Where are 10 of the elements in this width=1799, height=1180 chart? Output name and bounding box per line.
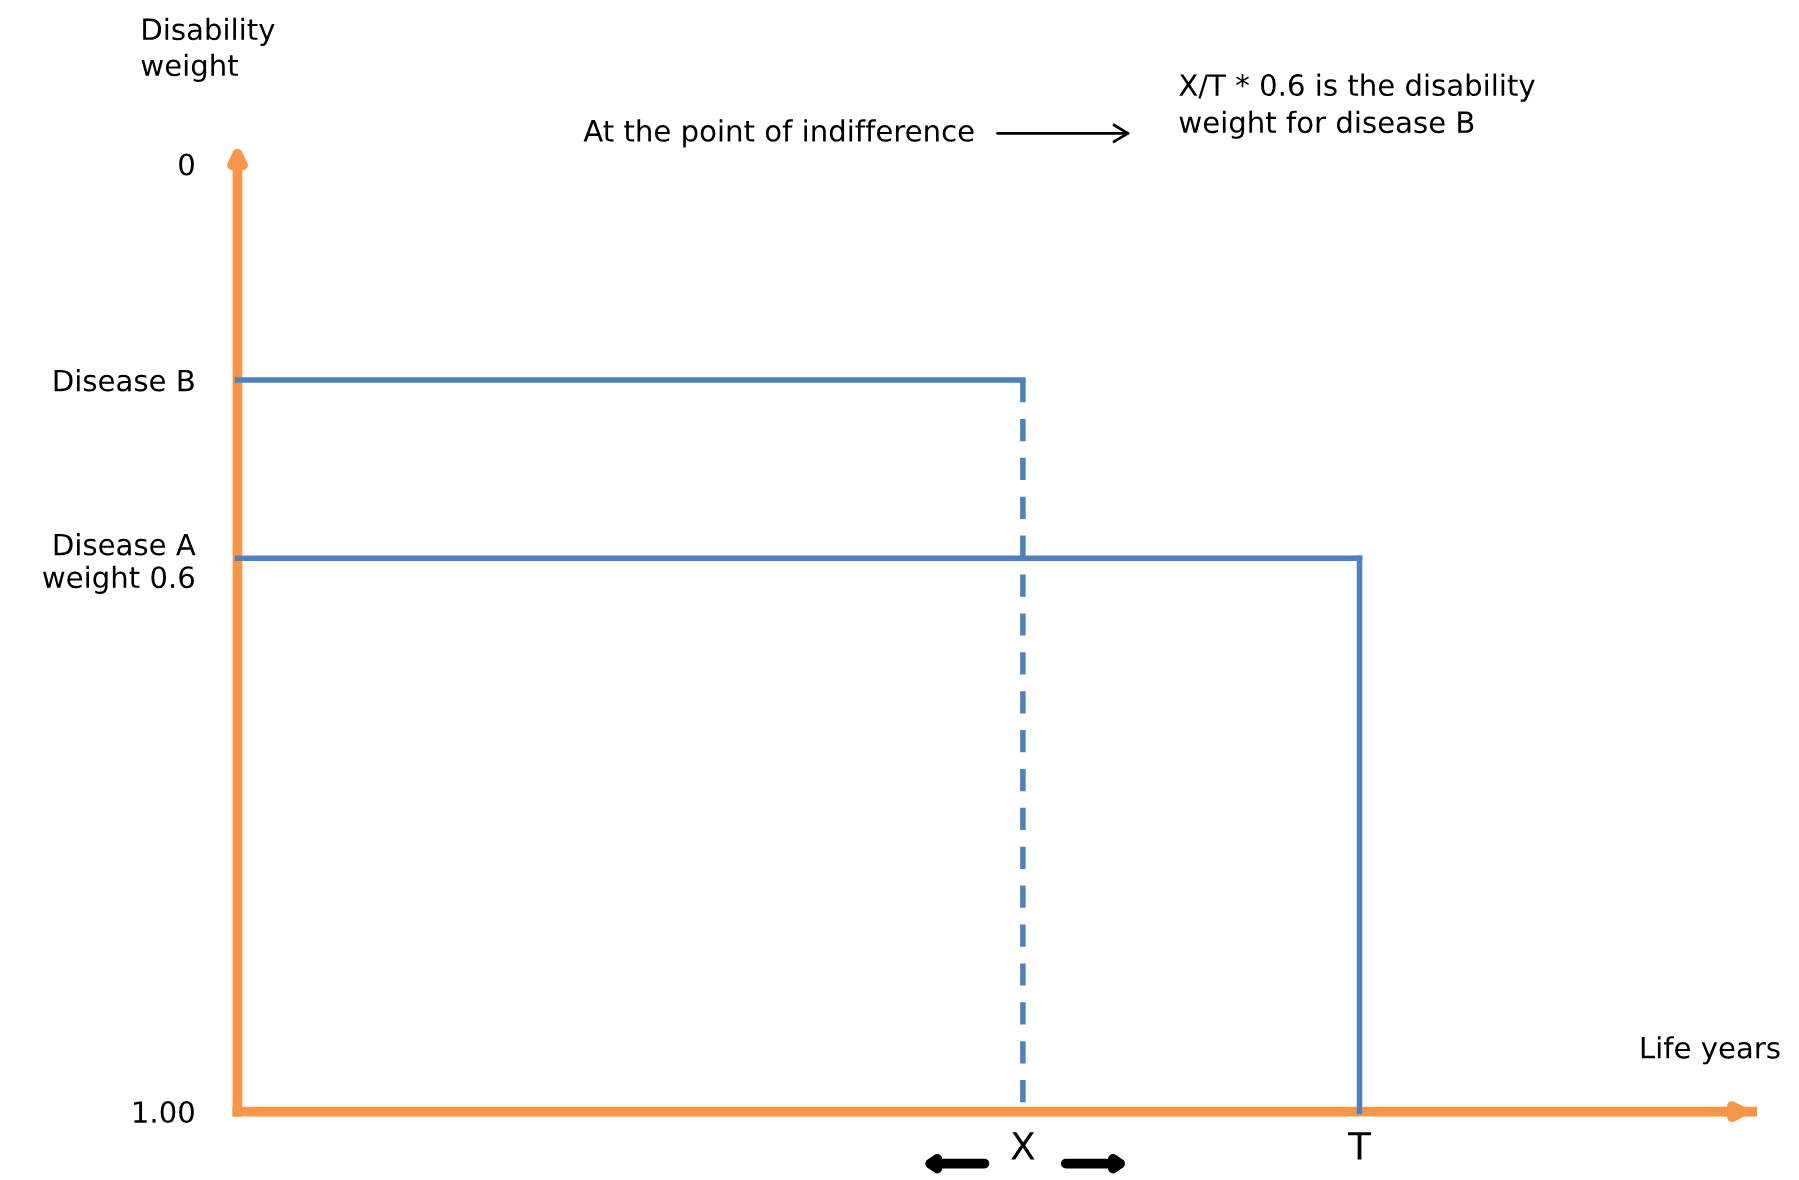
y-tick-label: 0 xyxy=(179,153,194,176)
x-tick-label: T xyxy=(1347,1132,1372,1160)
x-tick-label: X xyxy=(1011,1132,1035,1160)
y-axis-title: Disability weight xyxy=(141,17,275,82)
text: X/T * 0.6 is the disability weight for disease B xyxy=(1179,73,1535,139)
x-axis-title: Life years xyxy=(1641,1036,1780,1065)
text: At the point of indifference xyxy=(583,119,974,148)
y-tick-label: Disease A weight 0.6 xyxy=(43,533,196,594)
y-tick-label: Disease B xyxy=(54,368,194,392)
y-tick-label: 1.00 xyxy=(134,1100,194,1124)
